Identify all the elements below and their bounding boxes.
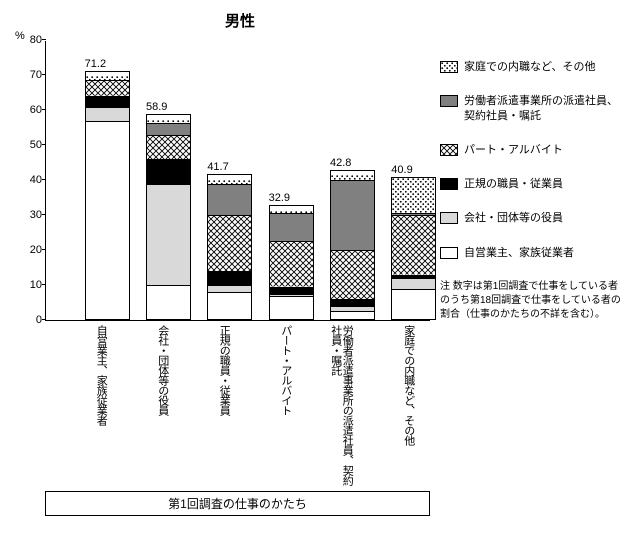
bar-column: 32.9 (246, 205, 291, 320)
bar-total-label: 71.2 (85, 58, 106, 70)
ytick-mark (42, 284, 46, 285)
note-text: 数字は第1回調査で仕事をしている者のうち第18回調査で仕事をしている者の割合（仕… (440, 281, 621, 320)
legend-swatch (440, 61, 458, 73)
x-category-label: 自営業主、家族従業者 (61, 321, 106, 486)
legend-label: パート・アルバイト (464, 143, 563, 157)
legend-label: 会社・団体等の役員 (464, 211, 563, 225)
x-category-label: 正規の職員・従業員 (184, 321, 229, 486)
footnote: 注 数字は第1回調査で仕事をしている者のうち第18回調査で仕事をしている者の割合… (440, 280, 625, 322)
bar-segment (146, 135, 191, 160)
chart-title: 男性 (50, 10, 430, 31)
bar-column: 58.9 (123, 114, 168, 320)
note-prefix: 注 (440, 281, 450, 292)
x-category-label: 家庭での内職など、その他 (369, 321, 414, 486)
bar-column: 71.2 (62, 71, 107, 320)
bar-segment (391, 278, 436, 289)
legend-label: 自営業主、家族従業者 (464, 246, 574, 260)
legend-item: パート・アルバイト (440, 143, 625, 157)
legend: 家庭での内職など、その他労働者派遣事業所の派遣社員、契約社員・嘱託パート・アルバ… (430, 10, 625, 539)
plot-region: 71.258.941.732.942.840.9 010203040506070… (45, 41, 430, 321)
legend-item: 会社・団体等の役員 (440, 211, 625, 225)
bar-segment (85, 96, 130, 107)
legend-label: 家庭での内職など、その他 (464, 60, 595, 74)
bars-group: 71.2 58.9 41.7 32.9 42.8 40.9 (46, 41, 430, 320)
legend-swatch (440, 212, 458, 224)
legend-item: 正規の職員・従業員 (440, 177, 625, 191)
ytick-label: 30 (18, 209, 42, 221)
ytick-label: 10 (18, 279, 42, 291)
ytick-label: 0 (18, 314, 42, 326)
ytick-label: 80 (18, 34, 42, 46)
x-axis-title: 第1回調査の仕事のかたち (45, 491, 430, 516)
ytick-label: 50 (18, 139, 42, 151)
bar-total-label: 42.8 (330, 157, 351, 169)
bar-segment (391, 215, 436, 275)
ytick-mark (42, 144, 46, 145)
ytick-mark (42, 39, 46, 40)
stacked-bar (391, 177, 436, 320)
legend-item: 家庭での内職など、その他 (440, 60, 625, 74)
ytick-mark (42, 74, 46, 75)
legend-swatch (440, 95, 458, 107)
chart-area: 男性 % 71.258.941.732.942.840.9 0102030405… (10, 10, 430, 539)
ytick-mark (42, 109, 46, 110)
legend-swatch (440, 247, 458, 259)
ytick-mark (42, 179, 46, 180)
chart-container: 男性 % 71.258.941.732.942.840.9 0102030405… (10, 10, 625, 539)
ytick-label: 60 (18, 104, 42, 116)
bar-column: 41.7 (185, 174, 230, 320)
bar-total-label: 58.9 (146, 101, 167, 113)
bar-column: 42.8 (307, 170, 352, 320)
legend-label: 労働者派遣事業所の派遣社員、契約社員・嘱託 (464, 94, 625, 123)
ytick-mark (42, 319, 46, 320)
bar-total-label: 32.9 (269, 192, 290, 204)
bar-segment (146, 114, 191, 123)
bar-total-label: 41.7 (207, 161, 228, 173)
ytick-label: 40 (18, 174, 42, 186)
ytick-mark (42, 249, 46, 250)
bar-segment (391, 177, 436, 213)
bar-segment (146, 123, 191, 135)
x-labels: 自営業主、家族従業者会社・団体等の役員正規の職員・従業員パート・アルバイト労働者… (45, 321, 430, 486)
bar-segment (207, 174, 252, 183)
bar-segment (85, 71, 130, 80)
ytick-mark (42, 214, 46, 215)
bar-column: 40.9 (369, 177, 414, 320)
legend-swatch (440, 178, 458, 190)
bar-segment (391, 289, 436, 321)
x-category-label: 労働者派遣事業所の派遣社員、契約社員・嘱託 (307, 321, 352, 486)
x-category-label: 会社・団体等の役員 (123, 321, 168, 486)
legend-item: 労働者派遣事業所の派遣社員、契約社員・嘱託 (440, 94, 625, 123)
legend-swatch (440, 144, 458, 156)
legend-item: 自営業主、家族従業者 (440, 246, 625, 260)
ytick-label: 70 (18, 69, 42, 81)
bar-total-label: 40.9 (391, 164, 412, 176)
x-category-label: パート・アルバイト (246, 321, 291, 486)
bar-segment (85, 80, 130, 96)
ytick-label: 20 (18, 244, 42, 256)
legend-label: 正規の職員・従業員 (464, 177, 563, 191)
